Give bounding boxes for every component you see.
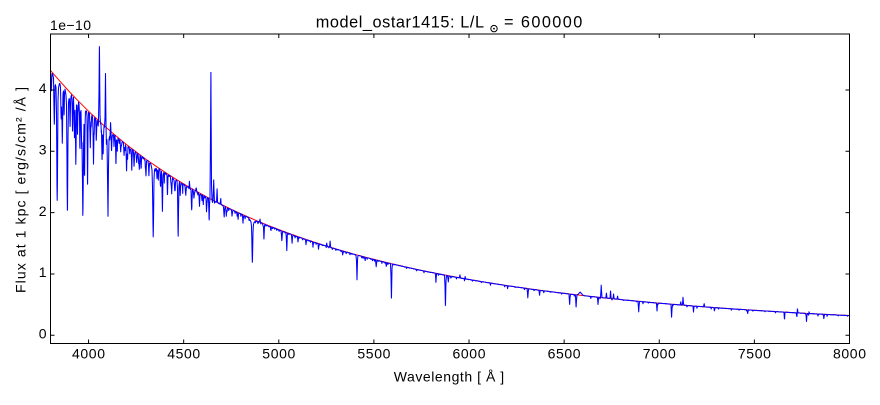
svg-text:7500: 7500: [738, 345, 771, 361]
svg-text:2: 2: [39, 203, 47, 219]
svg-text:3: 3: [39, 142, 47, 158]
svg-text:7000: 7000: [643, 345, 676, 361]
svg-text:6000: 6000: [453, 345, 486, 361]
svg-text:Wavelength [ Å ]: Wavelength [ Å ]: [394, 369, 504, 385]
svg-text:4500: 4500: [167, 345, 200, 361]
svg-text:1e−10: 1e−10: [50, 17, 91, 33]
svg-text:1: 1: [39, 264, 47, 280]
svg-text:5500: 5500: [357, 345, 390, 361]
svg-text:5000: 5000: [262, 345, 295, 361]
svg-text:4000: 4000: [72, 345, 105, 361]
svg-text:Flux at 1 kpc [ erg/s/cm² /Å ]: Flux at 1 kpc [ erg/s/cm² /Å ]: [13, 87, 29, 293]
svg-text:6500: 6500: [548, 345, 581, 361]
svg-text:8000: 8000: [833, 345, 866, 361]
svg-text:4: 4: [39, 80, 47, 96]
svg-text:model_ostar1415: L/L: model_ostar1415: L/L: [316, 14, 484, 32]
svg-text:= 600000: = 600000: [504, 14, 582, 32]
svg-text:0: 0: [39, 326, 47, 342]
